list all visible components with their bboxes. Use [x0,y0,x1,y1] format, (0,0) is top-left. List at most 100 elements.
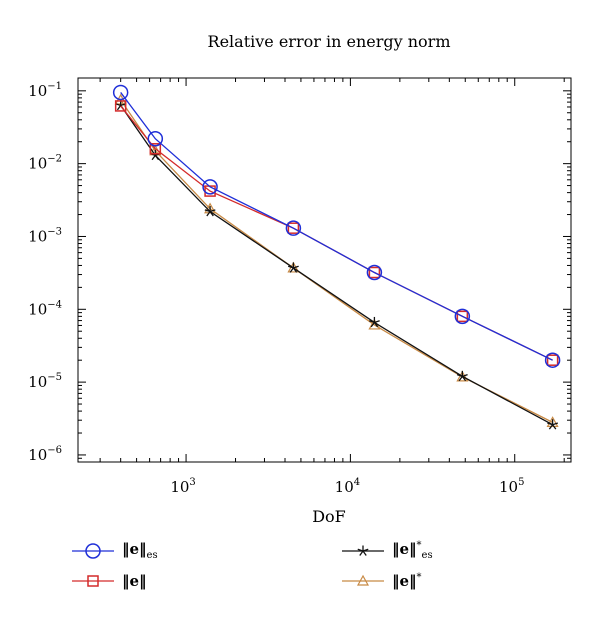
y-tick-label: 10−1 [28,81,62,100]
star-arm [373,322,379,328]
x-axis-tick-labels: 103 104 105 [170,477,524,496]
legend-label: ‖e‖*es [392,540,433,561]
y-tick-label: 10−3 [28,226,62,245]
legend-label: ‖e‖es [122,540,158,561]
star-arm [287,265,294,269]
data-point-circle [112,84,129,101]
data-point-star [368,316,380,328]
data-point-circle [285,220,302,236]
star-arm [370,322,375,328]
star-arm [456,374,463,377]
star-arm [362,548,369,552]
y-tick-label-base: 10 [28,373,47,391]
legend-item-e: ‖e‖ [70,571,147,591]
data-point-circle [202,179,218,195]
y-tick-label-base: 10 [28,155,47,173]
x-tick-label: 103 [170,477,195,496]
data-point-circle [454,308,471,325]
x-tick-label-base: 10 [335,478,354,496]
data-point-star [547,419,559,430]
series-e [114,100,559,366]
star-arm [292,267,298,273]
series-line-e [120,105,553,361]
legend-text: ‖e‖ [392,572,417,590]
star-arm [209,209,216,213]
y-tick-label: 10−6 [28,445,62,464]
star-arm [461,375,467,382]
x-axis-label: DoF [312,507,346,526]
y-axis-tick-labels: 10−110−210−310−410−510−6 [28,81,62,464]
legend-subscript: es [146,550,158,561]
y-axis-ticks [78,90,571,463]
star-arm [362,550,367,556]
y-tick-label-base: 10 [28,446,47,464]
data-point-square [114,100,127,112]
data-point-square [287,222,300,234]
star-arm [206,211,211,217]
data-point-square [368,266,381,279]
legend-superscript: * [416,572,422,583]
star-arm [116,105,122,111]
series-line-e-es [120,92,553,361]
data-point-triangle [456,370,469,382]
y-tick-label: 10−2 [28,154,62,173]
legend-swatch-circle [72,542,114,559]
star-arm [552,422,559,426]
data-point-square [87,575,99,587]
x-tick-label-exponent: 3 [189,477,195,488]
legend-text: ‖e‖ [392,540,417,558]
y-tick-label-base: 10 [28,227,47,245]
star-arm [289,267,294,273]
x-tick-label-base: 10 [499,478,518,496]
chart-title: Relative error in energy norm [208,32,451,51]
data-point-circle [544,352,561,368]
data-point-star [357,545,369,556]
legend-swatch-triangle [342,574,384,586]
y-tick-label-exponent: −6 [47,445,62,456]
series-e-es [112,84,561,368]
star-arm [209,211,214,217]
star-arm [359,550,364,556]
series-line-estar [120,99,553,423]
data-point-star [287,262,299,273]
y-tick-label-exponent: −3 [47,226,62,237]
legend-item-estar-es: ‖e‖*es [340,540,433,561]
data-point-star [204,206,216,217]
series-estar-es [115,99,559,430]
legend-label: ‖e‖* [392,572,422,590]
star-arm [204,209,211,213]
star-arm [293,265,299,269]
data-point-triangle [356,574,370,586]
data-point-square [456,310,469,323]
star-arm [458,375,463,382]
star-arm [547,422,553,426]
series-line-estar-es [120,105,553,426]
y-tick-label-exponent: −4 [47,299,62,310]
data-point-square [546,354,559,366]
legend-text: ‖e‖ [122,540,147,558]
y-tick-label-exponent: −2 [47,154,62,165]
y-tick-label-exponent: −5 [47,372,62,383]
x-tick-label: 104 [335,477,360,496]
data-point-circle [85,542,101,559]
star-arm [151,154,156,161]
data-point-circle [366,264,383,281]
data-point-circle [147,130,164,147]
legend-label: ‖e‖ [122,572,147,590]
star-arm [548,424,554,430]
x-tick-label-base: 10 [170,478,189,496]
legend-subscript: es [421,550,433,561]
y-tick-label-base: 10 [28,300,47,318]
data-point-star [456,370,468,382]
legend-swatch-star [342,545,384,556]
star-arm [552,424,557,430]
series-estar [114,93,559,427]
legend-swatch-square [72,575,114,587]
series-layer [112,84,561,430]
data-point-square [149,143,162,155]
x-tick-label-exponent: 5 [518,477,524,488]
legend-superscript: * [416,540,422,551]
legend-item-e-es: ‖e‖es [70,540,158,561]
x-tick-label: 105 [499,477,524,496]
